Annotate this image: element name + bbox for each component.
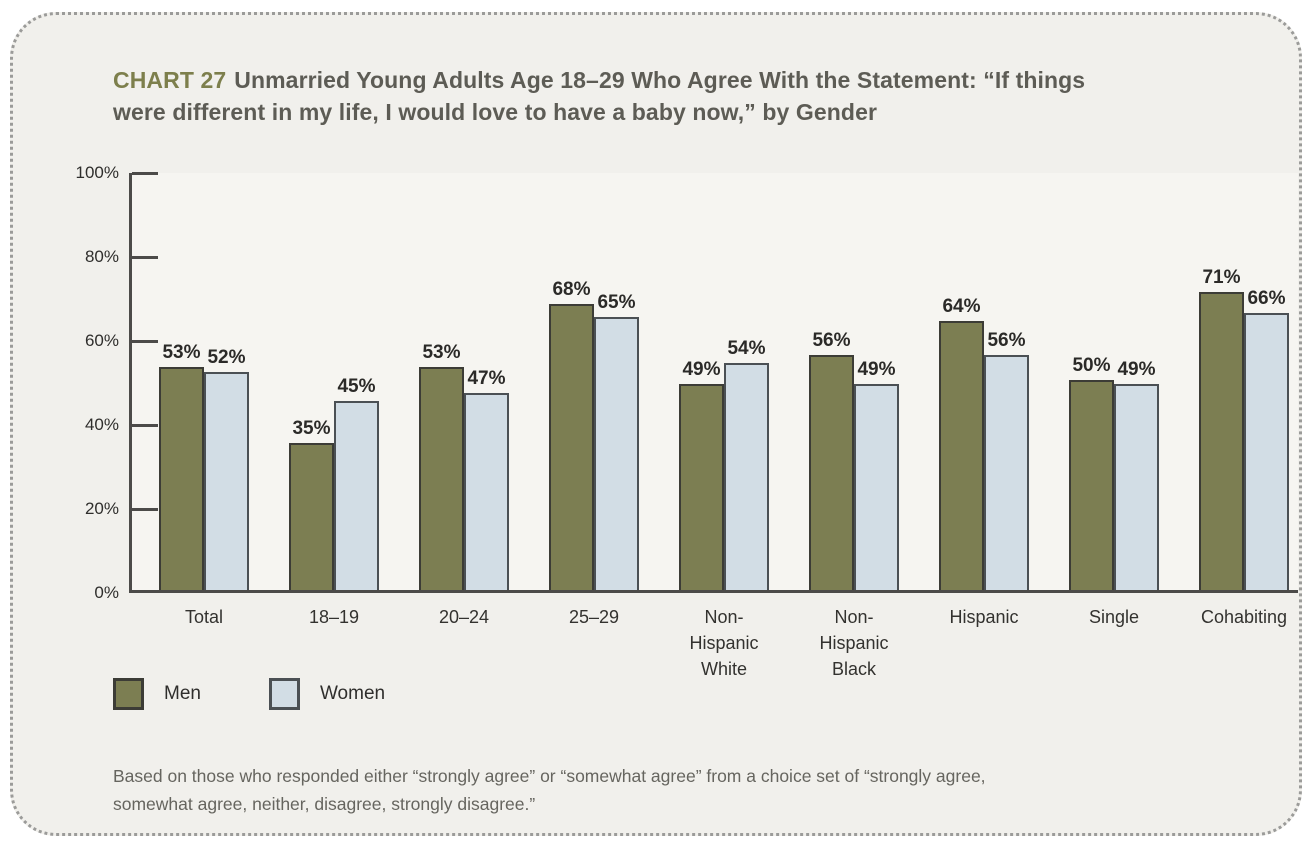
bar-value-label: 50% — [1072, 355, 1111, 376]
bar-value-label: 49% — [1117, 359, 1156, 381]
bar-value-label: 53% — [422, 342, 461, 364]
chart-title-line-2: were different in my life, I would love … — [113, 98, 878, 125]
footnote: Based on those who responded either “str… — [113, 762, 1273, 818]
x-axis-category-label: Single — [1088, 607, 1140, 627]
x-axis-category-label: Non- Hispanic Black — [819, 607, 889, 680]
legend-label: Men — [164, 683, 201, 704]
bar-men: 53% — [419, 342, 464, 590]
bar-men: 56% — [809, 330, 854, 590]
bar-value-label: 64% — [942, 296, 981, 318]
legend: Men Women — [113, 678, 435, 710]
bar-value-label: 53% — [162, 342, 201, 364]
bar-value-label: 54% — [727, 338, 766, 360]
bar-value-label: 56% — [812, 329, 851, 351]
legend-item-men: Men — [113, 678, 201, 710]
x-axis-category-label: 20–24 — [438, 607, 490, 627]
y-axis-tick — [132, 171, 158, 175]
y-axis-tick-label: 80% — [84, 247, 119, 266]
x-axis-category-label: Hispanic — [949, 607, 1019, 627]
bar-group-4: 68% 65% 25–29 — [549, 173, 639, 627]
legend-swatch-women — [268, 678, 300, 710]
bar-women: 56% — [984, 330, 1029, 590]
bar-value-label: 68% — [552, 279, 591, 301]
bar-value-label: 49% — [857, 359, 896, 381]
x-axis-category-label: Total — [184, 607, 224, 627]
x-axis-category-label: Cohabiting — [1200, 607, 1288, 627]
bar-women: 65% — [594, 292, 639, 590]
x-axis-category-label: 18–19 — [308, 607, 360, 627]
y-axis-tick-label: 100% — [75, 163, 119, 182]
bar-women: 47% — [464, 368, 509, 590]
bar-value-label: 66% — [1247, 287, 1286, 309]
y-axis-tick-label: 40% — [84, 415, 119, 434]
bar-value-label: 35% — [292, 418, 331, 439]
bar-value-label: 49% — [682, 359, 721, 381]
footnote-line-2: somewhat agree, neither, disagree, stron… — [113, 794, 536, 814]
bar-value-label: 71% — [1202, 266, 1241, 288]
bar-group-2: 35% 45% 18–19 — [289, 173, 379, 627]
bar-group-3: 53% 47% 20–24 — [419, 173, 509, 627]
bar-women: 52% — [204, 347, 249, 590]
bar-men: 49% — [679, 359, 724, 590]
y-axis-tick-label: 0% — [94, 583, 119, 602]
footnote-line-1: Based on those who responded either “str… — [113, 766, 986, 786]
bar-women: 66% — [1244, 288, 1289, 590]
legend-item-women: Women — [268, 678, 386, 710]
y-axis-tick — [132, 255, 158, 259]
y-axis-tick — [132, 339, 158, 343]
legend-swatch-men — [113, 678, 144, 710]
bar-group-8: 50% 49% Single — [1069, 173, 1159, 627]
chart-title-line-1: Unmarried Young Adults Age 18–29 Who Agr… — [234, 67, 1086, 93]
x-axis-category-label: 25–29 — [568, 607, 620, 627]
bar-men: 64% — [939, 296, 984, 590]
y-axis-tick-label: 20% — [84, 499, 119, 518]
y-axis-tick-label: 60% — [84, 331, 119, 350]
y-axis-tick — [132, 423, 158, 427]
bar-women: 49% — [1114, 359, 1159, 590]
bar-women: 49% — [854, 359, 899, 590]
y-axis-tick — [132, 507, 158, 511]
x-axis-category-label: Non- Hispanic White — [689, 607, 759, 680]
bar-group-5: 49% 54% Non- Hispanic White — [679, 173, 769, 679]
chart-number-label: CHART 27 — [113, 67, 227, 93]
bar-men: 50% — [1069, 355, 1114, 590]
bar-men: 71% — [1199, 267, 1244, 590]
bar-men: 53% — [159, 342, 204, 590]
plot-area: 100% 80% 60% 40% 20% 0% 53% 52% Total 35% 45% 18–19… — [76, 163, 1298, 679]
bar-men: 68% — [549, 279, 594, 590]
bar-group-6: 56% 49% Non- Hispanic Black — [809, 173, 899, 679]
bar-group-9: 71% 66% Cohabiting — [1199, 173, 1289, 627]
chart-panel: CHART 27 Unmarried Young Adults Age 18–29… — [10, 12, 1302, 836]
bar-value-label: 47% — [467, 367, 506, 389]
bar-value-label: 52% — [207, 346, 246, 368]
bar-women: 45% — [334, 376, 379, 590]
legend-label: Women — [319, 683, 386, 704]
bar-men: 35% — [289, 418, 334, 590]
bar-value-label: 45% — [337, 376, 376, 397]
chart-title: CHART 27 Unmarried Young Adults Age 18–29… — [113, 65, 1253, 128]
bar-group-1: 53% 52% Total — [159, 173, 249, 627]
bar-value-label: 56% — [987, 329, 1026, 351]
bar-value-label: 65% — [597, 292, 636, 313]
bar-women: 54% — [724, 338, 769, 590]
bar-group-7: 64% 56% Hispanic — [939, 173, 1029, 627]
